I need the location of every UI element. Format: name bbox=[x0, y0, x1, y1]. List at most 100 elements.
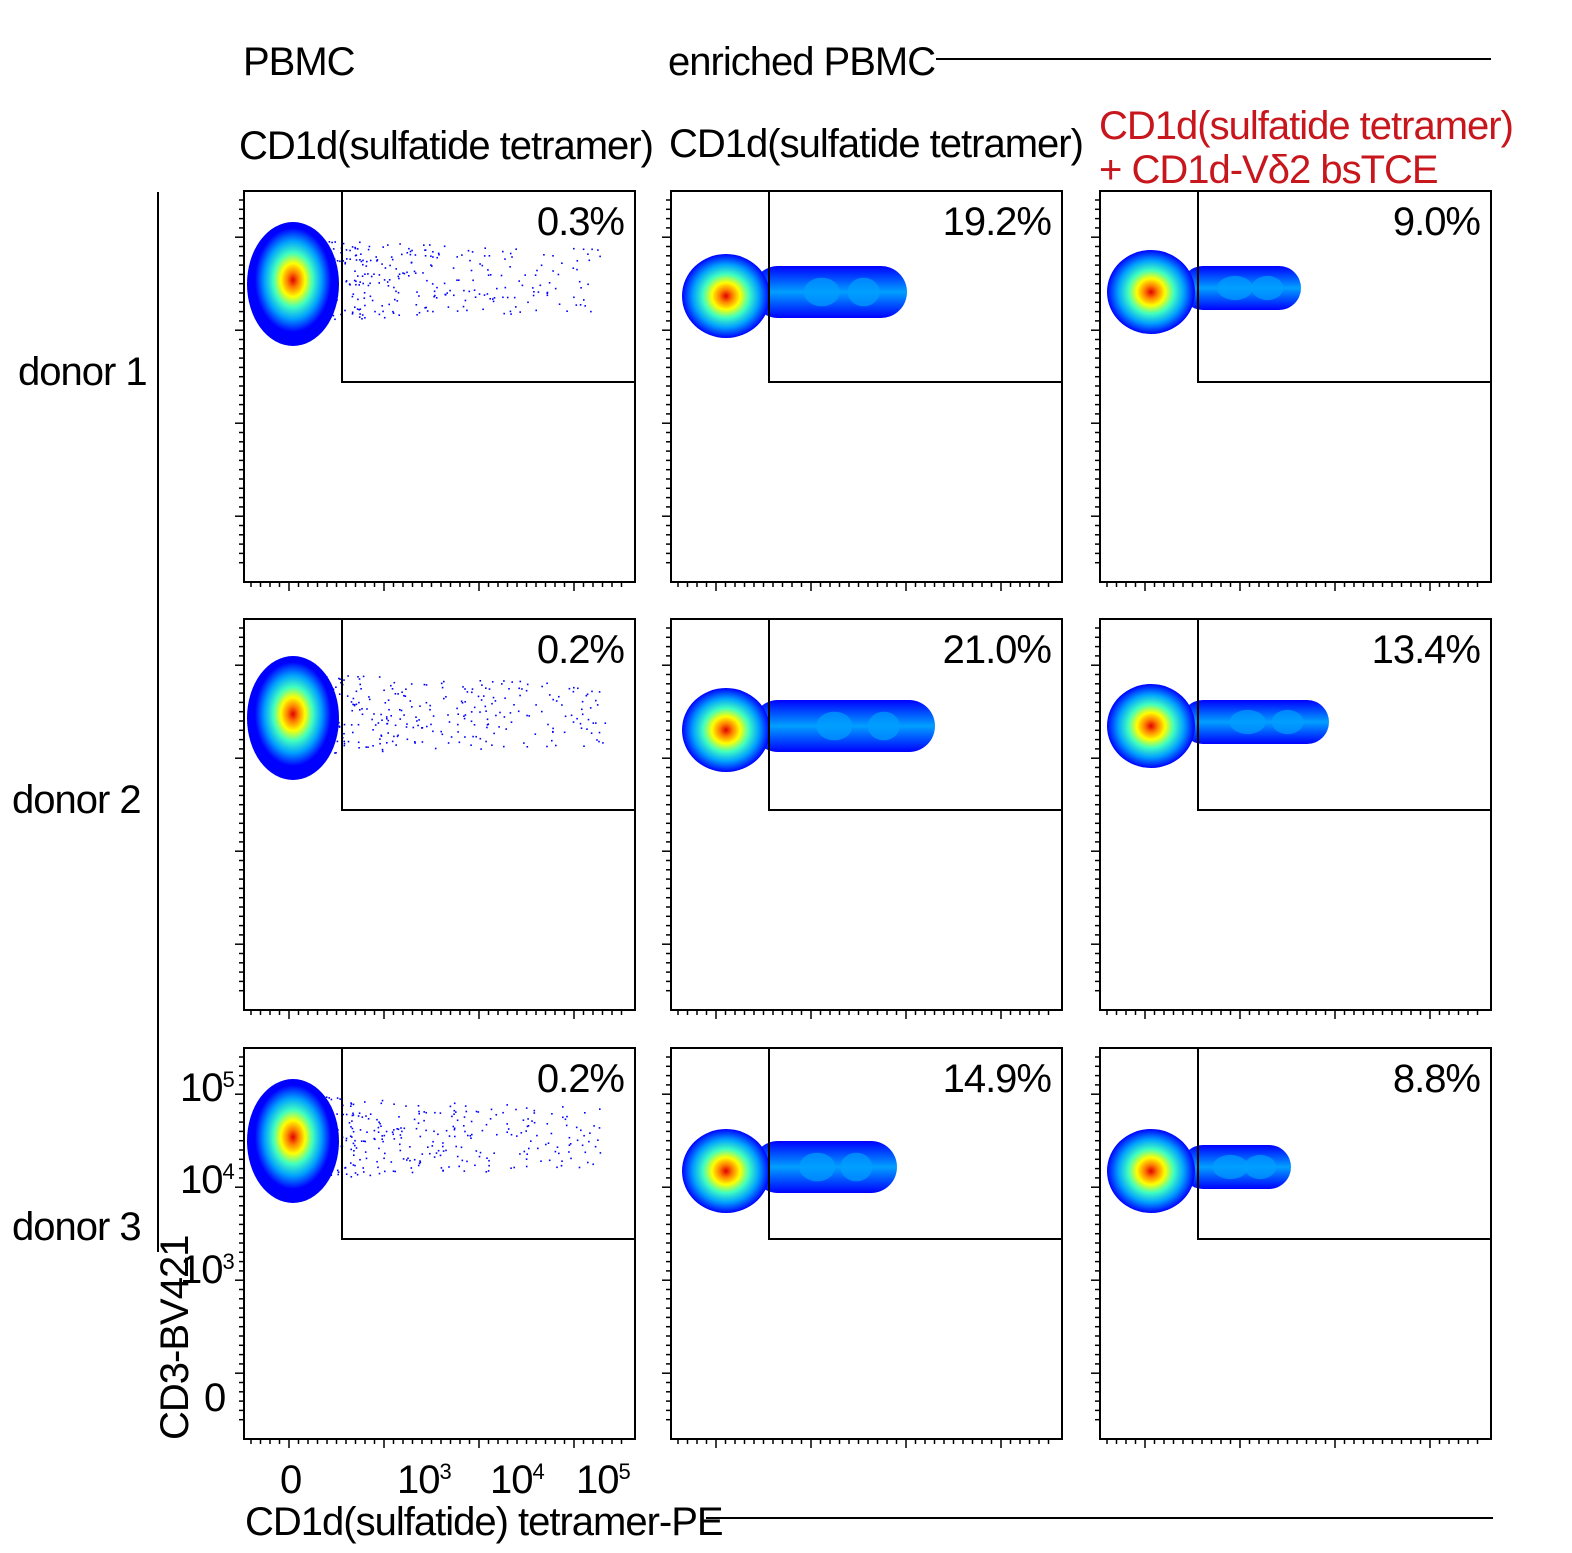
col3-title-line2: + CD1d-Vδ2 bsTCE bbox=[1099, 148, 1439, 192]
event-dot bbox=[392, 312, 395, 314]
event-dot bbox=[463, 1170, 466, 1172]
event-dot bbox=[432, 730, 434, 733]
event-dot bbox=[416, 314, 418, 316]
event-dot bbox=[492, 298, 494, 300]
event-dot bbox=[365, 1115, 367, 1117]
event-dot bbox=[384, 702, 387, 704]
event-dot bbox=[425, 1129, 427, 1132]
event-dot bbox=[488, 1164, 490, 1167]
event-dot bbox=[453, 294, 455, 297]
event-dot bbox=[602, 742, 604, 744]
event-dot bbox=[479, 263, 481, 265]
event-dot bbox=[471, 688, 474, 690]
event-dot bbox=[445, 1149, 447, 1152]
event-dot bbox=[338, 726, 341, 728]
event-dot bbox=[525, 1107, 528, 1109]
event-dot bbox=[363, 292, 366, 294]
event-dot bbox=[576, 268, 578, 271]
event-dot bbox=[351, 246, 354, 248]
event-dot bbox=[394, 1170, 396, 1173]
event-dot bbox=[350, 1148, 352, 1151]
density-patch bbox=[1217, 275, 1253, 301]
event-dot bbox=[490, 1108, 493, 1111]
event-dot bbox=[414, 254, 417, 256]
event-dot bbox=[364, 304, 366, 307]
event-dot bbox=[439, 1154, 442, 1157]
event-dot bbox=[367, 248, 370, 251]
event-dot bbox=[584, 1151, 587, 1154]
event-dot bbox=[486, 293, 489, 295]
density-plot bbox=[682, 1129, 897, 1213]
event-dot bbox=[504, 697, 506, 699]
event-dot bbox=[454, 1135, 456, 1138]
event-dot bbox=[548, 282, 551, 284]
event-dot bbox=[369, 282, 371, 285]
event-dot bbox=[331, 241, 333, 244]
event-dot bbox=[585, 694, 588, 697]
event-dot bbox=[478, 293, 481, 295]
event-dot bbox=[501, 683, 503, 685]
event-dot bbox=[354, 1139, 356, 1142]
event-dot bbox=[494, 700, 497, 702]
event-dot bbox=[496, 287, 498, 290]
event-dot bbox=[350, 724, 353, 726]
event-dot bbox=[359, 241, 361, 244]
event-dot bbox=[583, 745, 585, 747]
event-dot bbox=[414, 741, 416, 743]
event-dot bbox=[486, 718, 489, 721]
event-dot bbox=[424, 249, 427, 251]
event-dot bbox=[349, 258, 351, 260]
event-dot bbox=[383, 316, 386, 319]
event-dot bbox=[596, 704, 599, 706]
event-dot bbox=[519, 680, 522, 683]
event-dot bbox=[518, 687, 520, 690]
density-core bbox=[255, 228, 331, 332]
event-dot bbox=[464, 299, 467, 302]
event-dot bbox=[363, 297, 366, 299]
event-dot bbox=[359, 313, 361, 315]
event-dot bbox=[470, 744, 472, 746]
event-dot bbox=[540, 1160, 542, 1162]
density-patch bbox=[816, 711, 853, 741]
event-dot bbox=[533, 1121, 536, 1124]
event-dot bbox=[405, 1105, 407, 1107]
event-dot bbox=[483, 695, 485, 697]
event-dot bbox=[351, 1127, 354, 1130]
event-dot bbox=[369, 1113, 372, 1115]
event-dot bbox=[389, 264, 391, 267]
event-dot bbox=[533, 1112, 536, 1114]
event-dot bbox=[352, 1164, 355, 1166]
event-dot bbox=[502, 296, 504, 299]
event-dot bbox=[551, 739, 553, 742]
event-dot bbox=[449, 289, 451, 292]
density-plot bbox=[682, 688, 935, 772]
event-dot bbox=[455, 1111, 457, 1113]
event-dot bbox=[398, 314, 400, 316]
event-dot bbox=[526, 1125, 529, 1128]
event-dot bbox=[334, 241, 336, 243]
event-dot bbox=[397, 734, 399, 737]
event-dot bbox=[492, 300, 495, 303]
event-dot bbox=[513, 296, 516, 299]
event-dot bbox=[554, 1150, 557, 1153]
event-dot bbox=[504, 258, 506, 260]
event-dot bbox=[448, 1166, 450, 1168]
event-dot bbox=[513, 1166, 515, 1169]
event-dot bbox=[461, 702, 464, 704]
event-dot bbox=[402, 1158, 405, 1160]
event-dot bbox=[354, 246, 356, 249]
event-dot bbox=[474, 1164, 476, 1167]
event-dot bbox=[500, 274, 503, 277]
event-dot bbox=[591, 248, 593, 251]
event-dot bbox=[403, 694, 405, 697]
event-dot bbox=[573, 296, 575, 299]
event-dot bbox=[536, 269, 538, 272]
event-dot bbox=[406, 271, 408, 274]
event-dot bbox=[386, 281, 389, 283]
event-dot bbox=[579, 304, 582, 306]
event-dot bbox=[562, 1106, 564, 1108]
event-dot bbox=[353, 704, 356, 707]
event-dot bbox=[383, 279, 386, 281]
density-plot bbox=[1107, 250, 1301, 334]
event-dot bbox=[409, 250, 412, 253]
